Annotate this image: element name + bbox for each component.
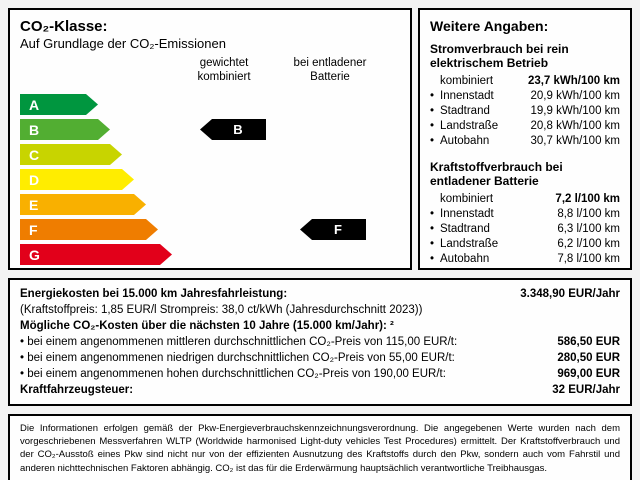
fuel-row-city: • Innenstadt 8,8 l/100 km bbox=[430, 207, 620, 222]
row-label: Stadtrand bbox=[440, 223, 490, 235]
scale-row-d: D bbox=[20, 169, 134, 190]
co2-cost-high-value: 969,00 EUR bbox=[557, 368, 620, 380]
row-bullet: • bbox=[430, 223, 435, 235]
row-value: 6,3 l/100 km bbox=[557, 223, 620, 235]
co2-cost-medium-label: • bei einem angenommenen mittleren durch… bbox=[20, 336, 458, 348]
co2-cost-row-medium: • bei einem angenommenen mittleren durch… bbox=[20, 334, 620, 350]
row-value: 7,8 l/100 km bbox=[557, 253, 620, 265]
scale-row-e: E bbox=[20, 194, 146, 215]
row-value: 6,2 l/100 km bbox=[557, 238, 620, 250]
row-bullet: • bbox=[430, 253, 435, 265]
class-c-arrow: C bbox=[20, 144, 122, 165]
class-e-arrow: E bbox=[20, 194, 146, 215]
legal-notice-panel: Die Informationen erfolgen gemäß der Pkw… bbox=[8, 414, 632, 480]
row-label: Landstraße bbox=[440, 120, 499, 132]
row-value: 20,8 kWh/100 km bbox=[530, 120, 620, 132]
vehicle-tax-value: 32 EUR/Jahr bbox=[552, 384, 620, 396]
electric-row-highway: • Autobahn 30,7 kWh/100 km bbox=[430, 134, 620, 149]
electric-consumption-heading: Stromverbrauch bei rein elektrischem Bet… bbox=[430, 42, 569, 70]
row-label: Innenstadt bbox=[440, 90, 494, 102]
co2-cost-row-high: • bei einem angenommenen hohen durchschn… bbox=[20, 366, 620, 382]
electric-row-rural: • Landstraße 20,8 kWh/100 km bbox=[430, 119, 620, 134]
row-bullet: • bbox=[430, 135, 435, 147]
row-value: 30,7 kWh/100 km bbox=[530, 135, 620, 147]
co2-cost-row-low: • bei einem angenommenen niedrigen durch… bbox=[20, 350, 620, 366]
class-e-letter: E bbox=[29, 196, 39, 213]
scale-row-b: B bbox=[20, 119, 110, 140]
row-label: kombiniert bbox=[440, 193, 494, 205]
scale-row-a: A bbox=[20, 94, 98, 115]
row-label: Innenstadt bbox=[440, 208, 494, 220]
fuel-consumption-heading: Kraftstoffverbrauch bei entladener Batte… bbox=[430, 160, 563, 188]
class-b-letter: B bbox=[29, 121, 40, 138]
fuel-row-rural: • Landstraße 6,2 l/100 km bbox=[430, 237, 620, 252]
co2-class-title: CO₂-Klasse: bbox=[20, 18, 108, 35]
row-bullet: • bbox=[430, 90, 435, 102]
row-label: Landstraße bbox=[440, 238, 499, 250]
discharged-battery-header: bei entladener Batterie bbox=[293, 57, 367, 83]
fuel-row-highway: • Autobahn 7,8 l/100 km bbox=[430, 252, 620, 267]
class-a-arrow: A bbox=[20, 94, 98, 115]
class-a-letter: A bbox=[29, 96, 40, 113]
price-basis-note: (Kraftstoffpreis: 1,85 EUR/l Strompreis:… bbox=[20, 304, 423, 316]
co2-class-panel: CO₂-Klasse: Auf Grundlage der CO₂-Emissi… bbox=[8, 8, 412, 270]
weighted-combined-header: gewichtet kombiniert bbox=[197, 57, 251, 83]
co2-costs-heading: Mögliche CO₂-Kosten über die nächsten 10… bbox=[20, 320, 394, 332]
annual-energy-costs-label: Energiekosten bei 15.000 km Jahresfahrle… bbox=[20, 288, 288, 300]
electric-consumption-section: Stromverbrauch bei rein elektrischem Bet… bbox=[430, 42, 620, 149]
class-g-letter: G bbox=[29, 246, 40, 263]
class-c-letter: C bbox=[29, 146, 40, 163]
scale-row-f: F bbox=[20, 219, 158, 240]
co2-cost-high-label: • bei einem angenommenen hohen durchschn… bbox=[20, 368, 446, 380]
co2-cost-medium-value: 586,50 EUR bbox=[557, 336, 620, 348]
row-value: 8,8 l/100 km bbox=[557, 208, 620, 220]
vehicle-tax-label: Kraftfahrzeugsteuer: bbox=[20, 384, 134, 396]
class-g-arrow: G bbox=[20, 244, 172, 265]
row-label: Autobahn bbox=[440, 253, 490, 265]
row-bullet: • bbox=[430, 120, 435, 132]
legal-notice-text: Die Informationen erfolgen gemäß der Pkw… bbox=[20, 423, 620, 474]
class-f-arrow: F bbox=[20, 219, 158, 240]
scale-column-headers: gewichtet kombiniert bei entladener Batt… bbox=[20, 56, 400, 88]
electric-row-combined: kombiniert 23,7 kWh/100 km bbox=[430, 74, 620, 89]
electric-row-suburban: • Stadtrand 19,9 kWh/100 km bbox=[430, 104, 620, 119]
fuel-row-suburban: • Stadtrand 6,3 l/100 km bbox=[430, 222, 620, 237]
row-bullet: • bbox=[430, 105, 435, 117]
class-d-letter: D bbox=[29, 171, 40, 188]
annual-energy-costs-value: 3.348,90 EUR/Jahr bbox=[520, 288, 620, 300]
row-value: 20,9 kWh/100 km bbox=[530, 90, 620, 102]
further-details-panel: Weitere Angaben: Stromverbrauch bei rein… bbox=[418, 8, 632, 270]
fuel-row-combined: kombiniert 7,2 l/100 km bbox=[430, 192, 620, 207]
further-details-title: Weitere Angaben: bbox=[430, 18, 549, 34]
row-value: 19,9 kWh/100 km bbox=[530, 105, 620, 117]
class-b-arrow: B bbox=[20, 119, 110, 140]
weighted-combined-class-marker-arrow-icon: B bbox=[200, 119, 266, 140]
row-bullet bbox=[430, 74, 440, 89]
row-label: Stadtrand bbox=[440, 105, 490, 117]
vehicle-tax-row: Kraftfahrzeugsteuer: 32 EUR/Jahr bbox=[20, 382, 620, 398]
co2-class-scale: A B C D E bbox=[20, 94, 400, 265]
class-d-arrow: D bbox=[20, 169, 134, 190]
row-value: 7,2 l/100 km bbox=[555, 193, 620, 205]
row-label: Autobahn bbox=[440, 135, 490, 147]
class-f-letter: F bbox=[29, 221, 38, 238]
electric-row-city: • Innenstadt 20,9 kWh/100 km bbox=[430, 89, 620, 104]
scale-row-g: G bbox=[20, 244, 172, 265]
energy-costs-panel: Energiekosten bei 15.000 km Jahresfahrle… bbox=[8, 278, 632, 406]
row-bullet: • bbox=[430, 238, 435, 250]
row-bullet bbox=[430, 192, 440, 207]
co2-class-subtitle: Auf Grundlage der CO₂-Emissionen bbox=[20, 36, 226, 51]
row-value: 23,7 kWh/100 km bbox=[527, 75, 620, 87]
row-label: kombiniert bbox=[440, 75, 494, 87]
scale-row-c: C bbox=[20, 144, 122, 165]
co2-cost-low-label: • bei einem angenommenen niedrigen durch… bbox=[20, 352, 455, 364]
discharged-battery-class-marker-arrow-icon: F bbox=[300, 219, 366, 240]
annual-energy-costs-row: Energiekosten bei 15.000 km Jahresfahrle… bbox=[20, 286, 620, 302]
fuel-consumption-section: Kraftstoffverbrauch bei entladener Batte… bbox=[430, 160, 620, 267]
co2-cost-low-value: 280,50 EUR bbox=[557, 352, 620, 364]
row-bullet: • bbox=[430, 208, 435, 220]
top-row: CO₂-Klasse: Auf Grundlage der CO₂-Emissi… bbox=[8, 8, 632, 270]
